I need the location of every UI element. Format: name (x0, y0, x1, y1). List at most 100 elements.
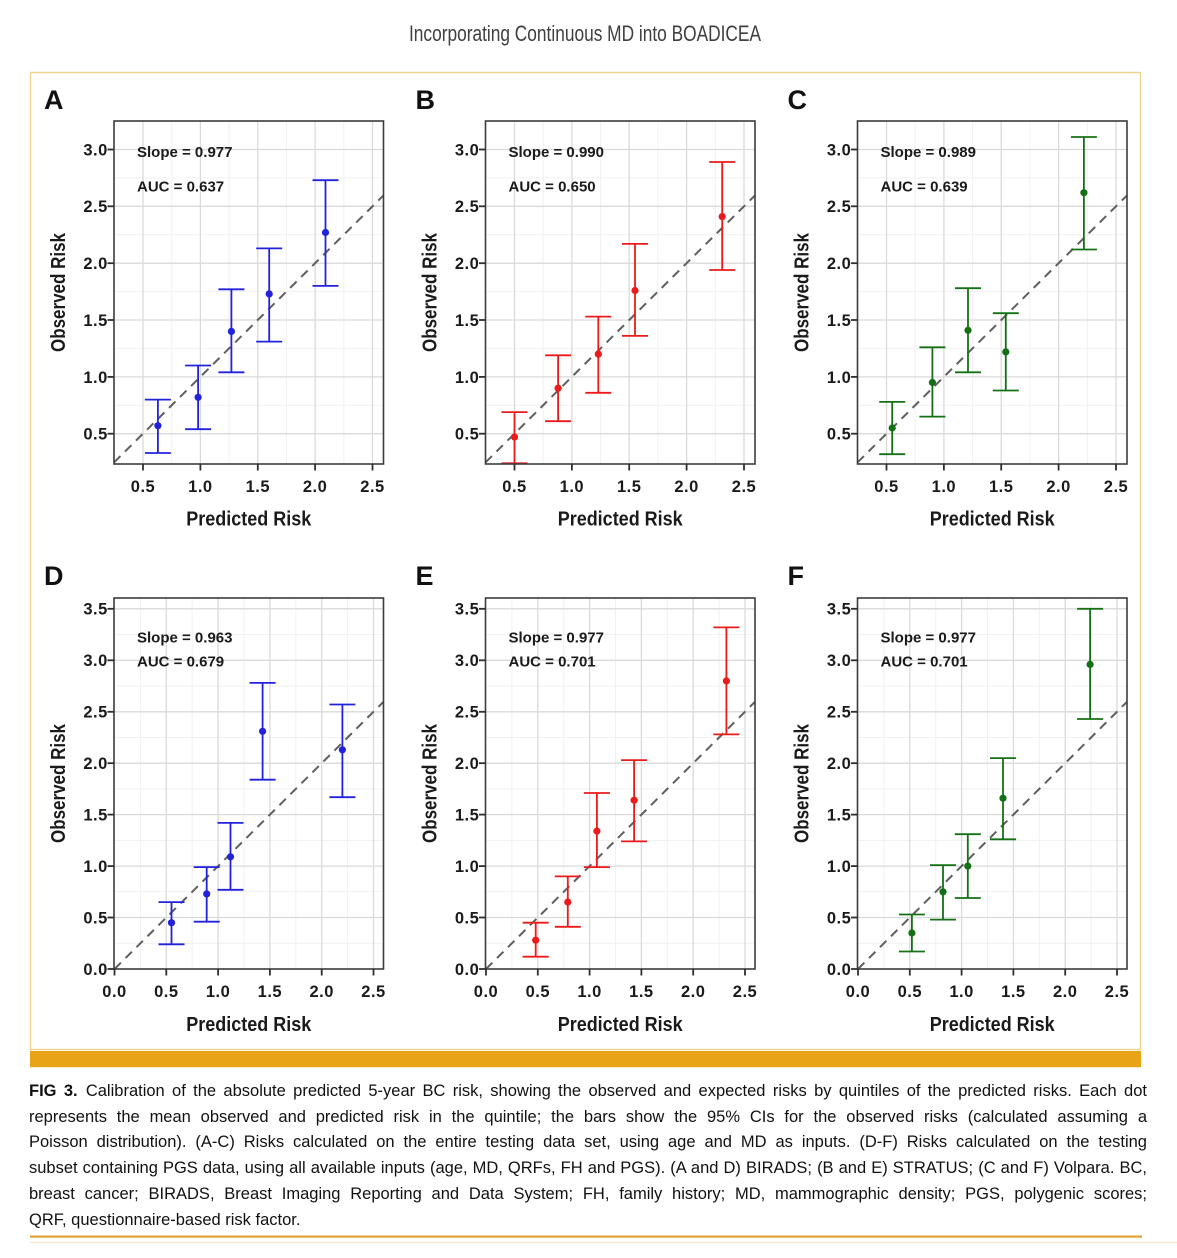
svg-text:2.5: 2.5 (827, 198, 851, 216)
svg-text:1.5: 1.5 (827, 312, 851, 330)
svg-text:D: D (44, 561, 64, 591)
svg-text:1.0: 1.0 (560, 478, 584, 496)
svg-text:2.0: 2.0 (681, 983, 705, 1001)
svg-text:2.5: 2.5 (733, 983, 757, 1001)
svg-text:0.0: 0.0 (827, 961, 851, 979)
svg-text:1.5: 1.5 (629, 983, 653, 1001)
svg-text:1.5: 1.5 (617, 478, 641, 496)
svg-text:3.0: 3.0 (455, 652, 479, 670)
svg-text:2.5: 2.5 (83, 198, 107, 216)
svg-text:2.0: 2.0 (827, 255, 851, 273)
svg-text:Observed Risk: Observed Risk (420, 723, 442, 843)
svg-text:1.5: 1.5 (246, 478, 270, 496)
svg-text:2.5: 2.5 (1105, 983, 1129, 1001)
svg-text:0.5: 0.5 (455, 426, 479, 444)
svg-text:0.5: 0.5 (83, 909, 107, 927)
svg-text:2.5: 2.5 (732, 478, 756, 496)
svg-text:Slope = 0.963: Slope = 0.963 (137, 630, 232, 647)
svg-text:Slope = 0.977: Slope = 0.977 (881, 630, 976, 647)
svg-text:1.5: 1.5 (989, 478, 1013, 496)
svg-text:Observed Risk: Observed Risk (48, 232, 70, 352)
svg-text:Observed Risk: Observed Risk (420, 232, 442, 352)
svg-text:Observed Risk: Observed Risk (792, 232, 814, 352)
svg-text:AUC = 0.679: AUC = 0.679 (137, 654, 224, 671)
svg-text:3.0: 3.0 (455, 141, 479, 159)
svg-text:2.5: 2.5 (360, 478, 384, 496)
svg-text:AUC = 0.650: AUC = 0.650 (509, 178, 596, 195)
svg-text:1.0: 1.0 (455, 369, 479, 387)
svg-text:Predicted Risk: Predicted Risk (558, 1014, 684, 1036)
svg-text:3.0: 3.0 (827, 652, 851, 670)
svg-text:0.5: 0.5 (154, 983, 178, 1001)
svg-text:1.0: 1.0 (577, 983, 601, 1001)
svg-text:1.0: 1.0 (188, 478, 212, 496)
svg-text:F: F (788, 561, 805, 591)
svg-text:1.0: 1.0 (827, 858, 851, 876)
svg-text:0.0: 0.0 (474, 983, 498, 1001)
svg-text:1.0: 1.0 (827, 369, 851, 387)
svg-text:1.0: 1.0 (932, 478, 956, 496)
svg-text:1.0: 1.0 (83, 858, 107, 876)
svg-text:3.5: 3.5 (827, 601, 851, 619)
svg-text:2.0: 2.0 (455, 755, 479, 773)
svg-text:AUC = 0.701: AUC = 0.701 (881, 654, 968, 671)
svg-text:1.5: 1.5 (455, 312, 479, 330)
svg-text:B: B (416, 85, 436, 115)
svg-text:AUC = 0.639: AUC = 0.639 (881, 178, 968, 195)
svg-text:Slope = 0.977: Slope = 0.977 (137, 144, 232, 161)
svg-text:2.0: 2.0 (303, 478, 327, 496)
svg-text:0.0: 0.0 (83, 961, 107, 979)
svg-text:2.5: 2.5 (455, 198, 479, 216)
svg-text:2.0: 2.0 (455, 255, 479, 273)
svg-text:Predicted Risk: Predicted Risk (186, 1014, 312, 1036)
svg-text:1.5: 1.5 (258, 983, 282, 1001)
svg-text:2.0: 2.0 (309, 983, 333, 1001)
svg-text:0.0: 0.0 (102, 983, 126, 1001)
svg-text:0.5: 0.5 (526, 983, 550, 1001)
svg-text:Slope = 0.989: Slope = 0.989 (881, 144, 976, 161)
svg-text:AUC = 0.637: AUC = 0.637 (137, 178, 224, 195)
svg-text:AUC = 0.701: AUC = 0.701 (509, 654, 596, 671)
svg-text:1.0: 1.0 (206, 983, 230, 1001)
svg-text:0.5: 0.5 (827, 909, 851, 927)
svg-text:0.5: 0.5 (83, 426, 107, 444)
svg-text:Predicted Risk: Predicted Risk (930, 509, 1056, 531)
svg-text:1.0: 1.0 (455, 858, 479, 876)
svg-text:0.0: 0.0 (455, 961, 479, 979)
svg-text:2.0: 2.0 (827, 755, 851, 773)
svg-text:2.0: 2.0 (1046, 478, 1070, 496)
svg-text:Slope = 0.977: Slope = 0.977 (509, 630, 604, 647)
svg-text:3.0: 3.0 (827, 141, 851, 159)
svg-text:E: E (416, 561, 434, 591)
svg-text:Predicted Risk: Predicted Risk (558, 509, 684, 531)
svg-text:1.5: 1.5 (83, 312, 107, 330)
svg-text:Observed Risk: Observed Risk (48, 723, 70, 843)
svg-text:3.0: 3.0 (83, 652, 107, 670)
svg-text:A: A (44, 85, 64, 115)
svg-text:C: C (788, 85, 808, 115)
svg-text:0.5: 0.5 (502, 478, 526, 496)
svg-text:1.5: 1.5 (1001, 983, 1025, 1001)
svg-text:1.5: 1.5 (83, 807, 107, 825)
svg-text:Slope = 0.990: Slope = 0.990 (509, 144, 604, 161)
svg-text:0.5: 0.5 (827, 426, 851, 444)
svg-text:Predicted Risk: Predicted Risk (186, 509, 312, 531)
svg-text:3.0: 3.0 (83, 141, 107, 159)
svg-text:2.5: 2.5 (83, 704, 107, 722)
svg-text:2.5: 2.5 (455, 704, 479, 722)
svg-text:0.5: 0.5 (455, 909, 479, 927)
svg-text:Predicted Risk: Predicted Risk (930, 1014, 1056, 1036)
svg-text:2.0: 2.0 (83, 755, 107, 773)
svg-text:0.5: 0.5 (898, 983, 922, 1001)
svg-text:2.5: 2.5 (827, 704, 851, 722)
svg-text:1.5: 1.5 (827, 807, 851, 825)
svg-text:3.5: 3.5 (455, 601, 479, 619)
svg-text:2.0: 2.0 (1053, 983, 1077, 1001)
svg-text:3.5: 3.5 (83, 601, 107, 619)
svg-text:0.5: 0.5 (874, 478, 898, 496)
svg-text:1.5: 1.5 (455, 807, 479, 825)
svg-text:0.0: 0.0 (846, 983, 870, 1001)
svg-text:1.0: 1.0 (83, 369, 107, 387)
svg-text:2.0: 2.0 (83, 255, 107, 273)
svg-text:0.5: 0.5 (131, 478, 155, 496)
